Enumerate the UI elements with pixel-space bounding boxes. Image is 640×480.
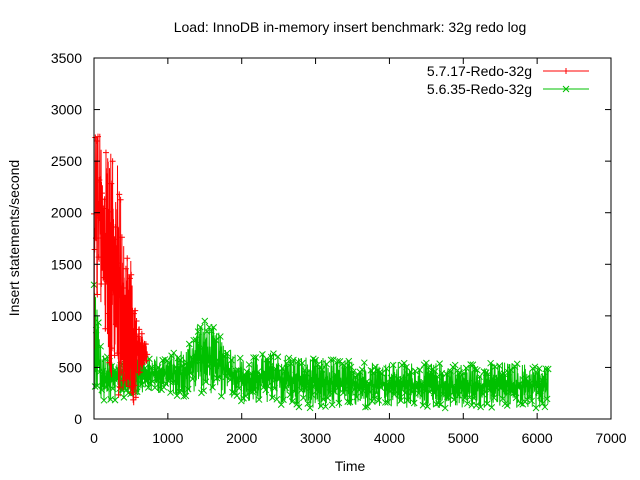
x-tick-label: 4000 bbox=[374, 430, 405, 446]
x-tick-label: 1000 bbox=[152, 430, 183, 446]
x-tick-label: 3000 bbox=[300, 430, 331, 446]
y-axis-label: Insert statements/second bbox=[6, 160, 22, 316]
x-tick-label: 6000 bbox=[522, 430, 553, 446]
y-tick-label: 1000 bbox=[51, 308, 82, 324]
legend-label: 5.7.17-Redo-32g bbox=[427, 63, 532, 79]
y-tick-label: 500 bbox=[59, 359, 83, 375]
ticks-layer: 0 1000 2000 3000 4000 5000 6000 7000 0 500 1000 150… bbox=[51, 50, 627, 446]
series-1 bbox=[90, 281, 552, 412]
legend-marker bbox=[563, 68, 569, 74]
y-tick-label: 2000 bbox=[51, 205, 82, 221]
y-tick-label: 1500 bbox=[51, 256, 82, 272]
x-tick-label: 0 bbox=[90, 430, 98, 446]
y-tick-label: 0 bbox=[74, 411, 82, 427]
series-layer bbox=[90, 133, 552, 412]
x-tick-label: 7000 bbox=[595, 430, 626, 446]
legend-marker bbox=[562, 85, 570, 93]
legend: 5.7.17-Redo-32g 5.6.35-Redo-32g bbox=[427, 63, 589, 97]
y-tick-label: 3000 bbox=[51, 102, 82, 118]
x-tick-label: 2000 bbox=[226, 430, 257, 446]
x-tick-label: 5000 bbox=[448, 430, 479, 446]
legend-label: 5.6.35-Redo-32g bbox=[427, 81, 532, 97]
y-tick-label: 3500 bbox=[51, 50, 82, 66]
y-tick-label: 2500 bbox=[51, 153, 82, 169]
chart-title: Load: InnoDB in-memory insert benchmark:… bbox=[174, 19, 527, 35]
plot-frame bbox=[93, 57, 612, 420]
x-axis-label: Time bbox=[335, 458, 366, 474]
